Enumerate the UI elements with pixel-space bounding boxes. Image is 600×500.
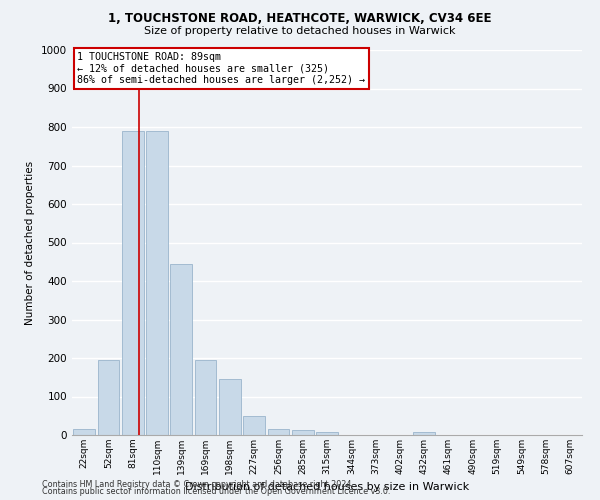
Bar: [413, 432, 435, 435]
Bar: [268, 429, 289, 435]
Bar: [316, 432, 338, 435]
Bar: [219, 379, 241, 435]
Bar: [122, 131, 143, 435]
Y-axis label: Number of detached properties: Number of detached properties: [25, 160, 35, 324]
Text: Size of property relative to detached houses in Warwick: Size of property relative to detached ho…: [144, 26, 456, 36]
Bar: [292, 430, 314, 435]
Bar: [243, 416, 265, 435]
Bar: [170, 264, 192, 435]
Bar: [194, 360, 217, 435]
X-axis label: Distribution of detached houses by size in Warwick: Distribution of detached houses by size …: [185, 482, 469, 492]
Text: 1 TOUCHSTONE ROAD: 89sqm
← 12% of detached houses are smaller (325)
86% of semi-: 1 TOUCHSTONE ROAD: 89sqm ← 12% of detach…: [77, 52, 365, 85]
Text: Contains public sector information licensed under the Open Government Licence v3: Contains public sector information licen…: [42, 488, 391, 496]
Bar: [97, 360, 119, 435]
Text: Contains HM Land Registry data © Crown copyright and database right 2024.: Contains HM Land Registry data © Crown c…: [42, 480, 354, 489]
Text: 1, TOUCHSTONE ROAD, HEATHCOTE, WARWICK, CV34 6EE: 1, TOUCHSTONE ROAD, HEATHCOTE, WARWICK, …: [108, 12, 492, 26]
Bar: [146, 131, 168, 435]
Bar: [73, 429, 95, 435]
